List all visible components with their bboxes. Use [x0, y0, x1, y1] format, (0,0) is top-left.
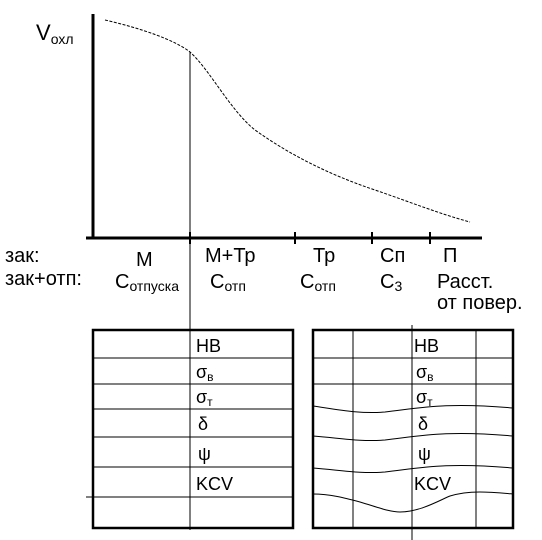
column-top-label: Тр	[313, 245, 335, 267]
left-properties-table: HB σв σт δ ψ KCV	[86, 328, 295, 530]
row-label-zak: зак:	[5, 245, 40, 267]
property-main: σ	[416, 387, 427, 407]
right-table-row-curve	[312, 404, 514, 414]
property-label: σт	[416, 387, 433, 409]
column-bottom-label: Сотп	[210, 271, 246, 294]
property-sub: в	[207, 370, 213, 384]
left-table-frame	[91, 328, 295, 530]
y-axis-label-sub: охл	[51, 31, 74, 47]
property-label: δ	[198, 414, 208, 434]
column-bottom-sub: 3	[394, 278, 402, 294]
property-sub: т	[207, 395, 213, 409]
property-main: σ	[416, 362, 427, 382]
column-bottom-label: Расст.	[437, 271, 493, 293]
column-bottom-label-line2: от повер.	[437, 292, 523, 314]
column-bottom-main: С	[115, 271, 129, 293]
column-bottom-main: С	[210, 271, 224, 293]
column-bottom-label: Сотп	[300, 271, 336, 294]
right-table-row-curve	[312, 491, 514, 513]
column-bottom-label: Сотпуска	[115, 271, 179, 294]
y-axis-label: Vохл	[36, 20, 74, 47]
row-label-zak-otp: зак+отп:	[5, 268, 82, 290]
property-label: ψ	[198, 444, 211, 464]
column-bottom-label: С3	[380, 271, 402, 294]
property-sub: в	[427, 370, 433, 384]
column-bottom-sub: отп	[314, 278, 335, 294]
property-label: HB	[414, 336, 439, 356]
column-top-label: М+Тр	[205, 245, 256, 267]
right-properties-table: HB σв σт δ ψ KCV	[311, 325, 515, 540]
column-bottom-main: С	[380, 271, 394, 293]
property-main: σ	[196, 362, 207, 382]
column-top-label: М	[136, 249, 153, 271]
column-top-label: П	[443, 245, 457, 267]
cooling-rate-curve	[104, 19, 471, 223]
column-bottom-sub: отп	[224, 278, 245, 294]
property-label: σв	[416, 362, 433, 384]
property-label: ψ	[418, 444, 431, 464]
property-label: HB	[196, 336, 221, 356]
property-label: KCV	[414, 474, 451, 494]
y-axis-label-main: V	[36, 20, 51, 45]
column-bottom-main: С	[300, 271, 314, 293]
right-table-row-curve	[312, 432, 514, 442]
column-bottom-sub: отпуска	[129, 278, 179, 294]
property-label: KCV	[196, 474, 233, 494]
property-label: σв	[196, 362, 213, 384]
property-main: σ	[196, 387, 207, 407]
column-top-label: Сп	[380, 245, 405, 267]
property-label: σт	[196, 387, 213, 409]
right-table-frame	[311, 328, 515, 530]
right-table-row-curve	[312, 464, 514, 474]
property-sub: т	[427, 395, 433, 409]
property-label: δ	[418, 414, 428, 434]
